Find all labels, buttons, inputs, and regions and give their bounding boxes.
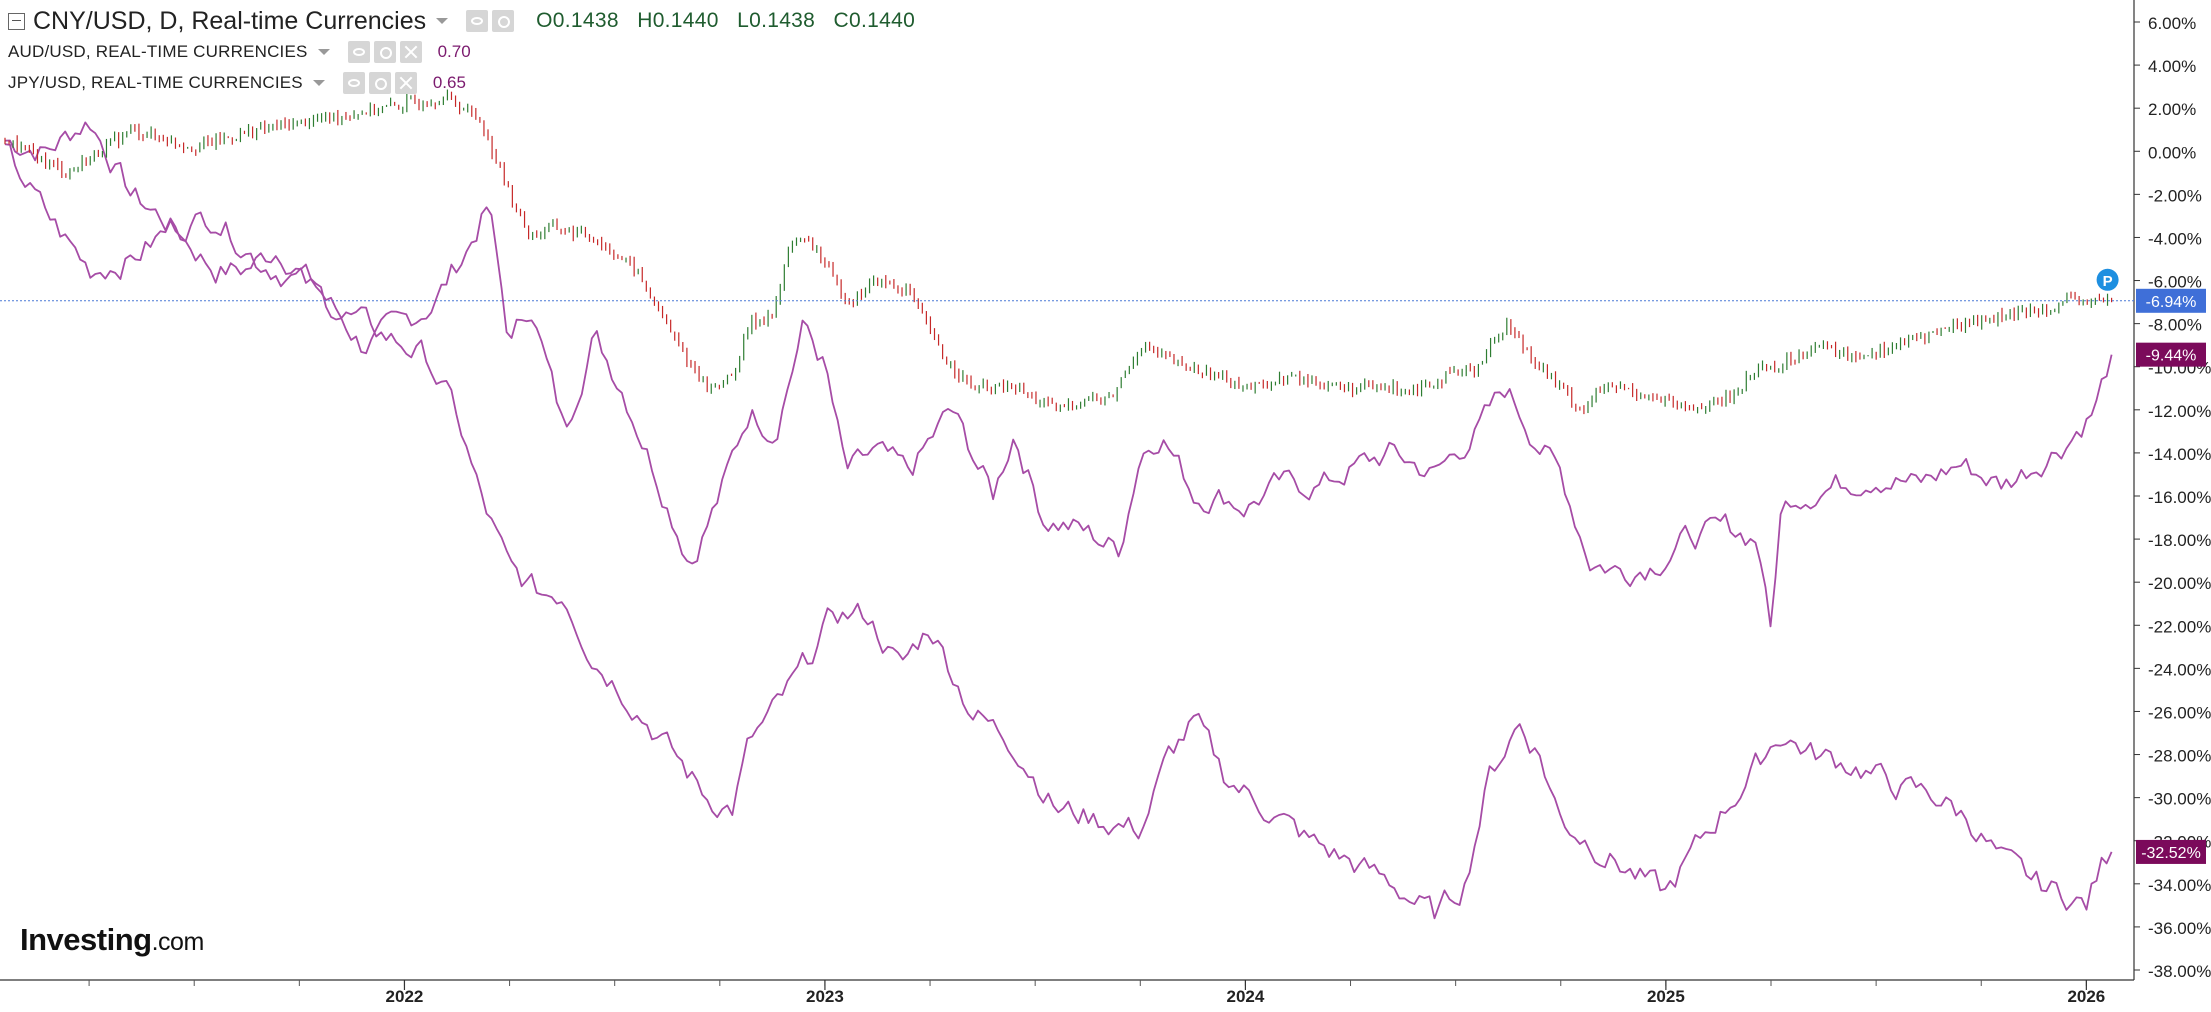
close-label: C <box>833 9 850 32</box>
settings-icon[interactable] <box>373 40 396 63</box>
low-label: L <box>737 9 750 32</box>
aud-series-value: 0.70 <box>437 41 471 61</box>
legend-row-aud[interactable]: AUD/USD, REAL-TIME CURRENCIES 0.70 <box>8 36 915 67</box>
series-layer <box>4 89 2113 920</box>
last-value-badge <box>2136 839 2206 864</box>
y-tick-label: -20.00% <box>2148 574 2211 593</box>
visibility-icon[interactable] <box>466 10 489 32</box>
jpy-series-value: 0.65 <box>432 72 466 92</box>
y-tick-label: -22.00% <box>2148 617 2211 636</box>
series-line-jpy-usd[interactable] <box>4 143 2113 920</box>
close-icon[interactable] <box>399 40 422 63</box>
y-tick-label: 4.00% <box>2148 57 2196 76</box>
chevron-down-icon[interactable] <box>317 48 330 55</box>
last-value-label: -32.52% <box>2141 845 2201 862</box>
ohlc-readout: O0.1438 H0.1440 L0.1438 C0.1440 <box>536 9 915 33</box>
price-marker-icon[interactable] <box>2096 268 2119 291</box>
main-series-title[interactable]: CNY/USD, D, Real-time Currencies <box>33 6 427 35</box>
y-tick-label: -38.00% <box>2148 962 2211 981</box>
open-value: 0.1438 <box>552 9 619 32</box>
x-tick-label: 2024 <box>1226 987 1264 1006</box>
logo-brand: Investing <box>20 922 152 957</box>
x-tick-label: 2025 <box>1647 987 1685 1006</box>
cny-candles[interactable] <box>4 89 2113 415</box>
label-layer: P -6.94% -9.44% -32.52% <box>0 268 2206 864</box>
y-tick-label: -2.00% <box>2148 186 2202 205</box>
y-tick-label: -30.00% <box>2148 790 2211 809</box>
y-tick-label: -8.00% <box>2148 316 2202 335</box>
high-value: 0.1440 <box>652 9 719 32</box>
y-tick-label: 0.00% <box>2148 143 2196 162</box>
series-line-aud-usd[interactable] <box>4 121 2113 628</box>
chevron-down-icon[interactable] <box>312 79 325 86</box>
collapse-legend-icon[interactable] <box>8 12 25 30</box>
y-tick-label: -6.00% <box>2148 273 2202 292</box>
price-marker-label: P <box>2103 273 2113 290</box>
y-tick-label: 2.00% <box>2148 100 2196 119</box>
last-value-badge <box>2136 288 2206 313</box>
legend-main-row[interactable]: CNY/USD, D, Real-time Currencies O0.1438… <box>8 6 915 36</box>
last-value-label: -9.44% <box>2146 348 2197 365</box>
close-value: 0.1440 <box>849 9 916 32</box>
visibility-icon[interactable] <box>347 40 370 63</box>
y-tick-label: -18.00% <box>2148 531 2211 550</box>
chevron-down-icon[interactable] <box>436 18 449 24</box>
y-tick-label: 6.00% <box>2148 14 2196 33</box>
y-tick-label: -26.00% <box>2148 703 2211 722</box>
investing-logo: Investing.com <box>20 922 204 958</box>
legend: CNY/USD, D, Real-time Currencies O0.1438… <box>8 6 915 98</box>
y-tick-label: -34.00% <box>2148 876 2211 895</box>
x-tick-label: 2026 <box>2067 987 2105 1006</box>
aud-series-title[interactable]: AUD/USD, REAL-TIME CURRENCIES <box>8 41 308 61</box>
high-label: H <box>637 9 653 32</box>
jpy-series-title[interactable]: JPY/USD, REAL-TIME CURRENCIES <box>8 72 303 92</box>
visibility-icon[interactable] <box>342 71 365 94</box>
close-icon[interactable] <box>394 71 417 94</box>
x-tick-label: 2023 <box>806 987 844 1006</box>
settings-icon[interactable] <box>492 10 515 32</box>
legend-row-jpy[interactable]: JPY/USD, REAL-TIME CURRENCIES 0.65 <box>8 67 915 98</box>
x-tick-label: 2022 <box>386 987 424 1006</box>
y-tick-label: -14.00% <box>2148 445 2211 464</box>
last-value-label: -6.94% <box>2146 294 2197 311</box>
y-tick-label: -36.00% <box>2148 919 2211 938</box>
y-tick-label: -28.00% <box>2148 747 2211 766</box>
y-tick-label: -24.00% <box>2148 660 2211 679</box>
y-tick-label: -16.00% <box>2148 488 2211 507</box>
y-tick-label: -12.00% <box>2148 402 2211 421</box>
settings-icon[interactable] <box>368 71 391 94</box>
open-label: O <box>536 9 553 32</box>
low-value: 0.1438 <box>749 9 816 32</box>
last-value-badge <box>2136 342 2206 367</box>
logo-suffix: .com <box>151 928 205 956</box>
y-tick-label: -4.00% <box>2148 229 2202 248</box>
